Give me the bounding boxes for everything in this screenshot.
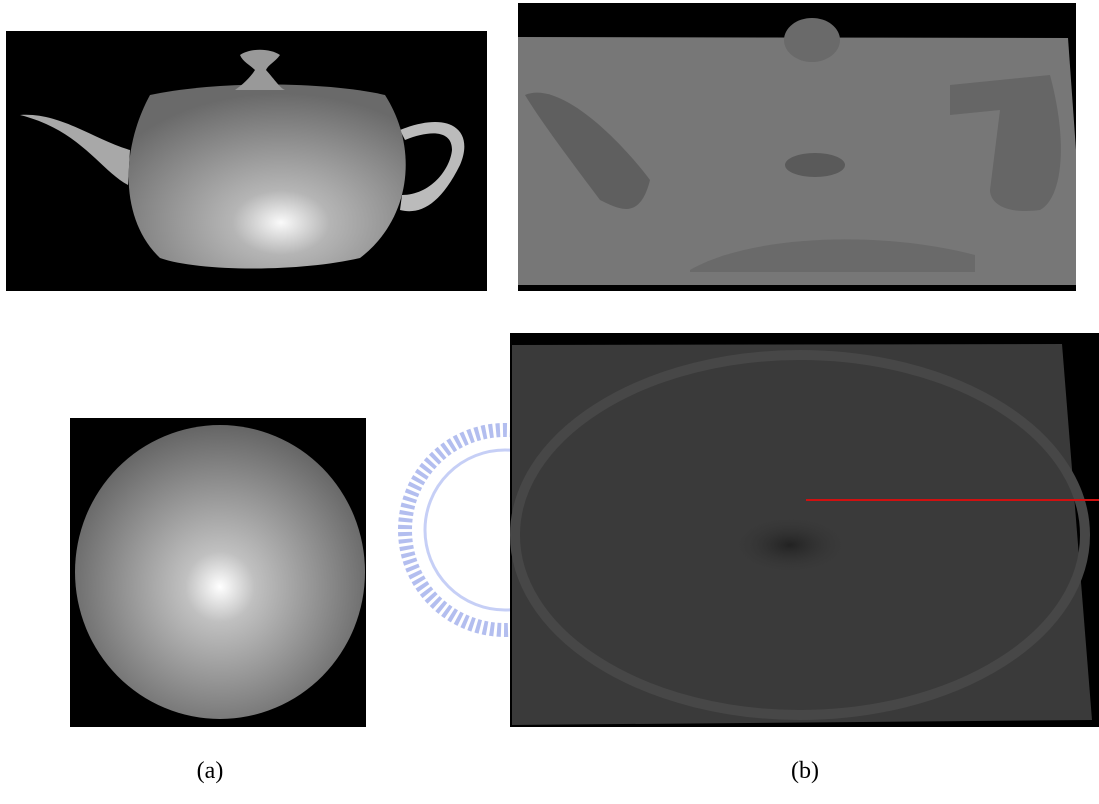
sphere-height-map — [510, 333, 1099, 727]
caption: (a) — [197, 758, 224, 784]
sphere-render — [70, 418, 366, 727]
teapot-height-map — [518, 3, 1076, 291]
teapot-render — [6, 31, 487, 291]
figure: (a) (b) — [0, 0, 1099, 804]
caption: (b) — [791, 758, 819, 784]
